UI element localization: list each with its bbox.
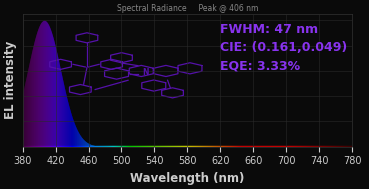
- Title: Spectral Radiance     Peak @ 406 nm: Spectral Radiance Peak @ 406 nm: [117, 4, 258, 13]
- Text: FWHM: 47 nm
CIE: (0.161,0.049)
EQE: 3.33%: FWHM: 47 nm CIE: (0.161,0.049) EQE: 3.33…: [220, 23, 348, 72]
- X-axis label: Wavelength (nm): Wavelength (nm): [130, 172, 245, 185]
- Y-axis label: EL intensity: EL intensity: [4, 41, 17, 119]
- Text: N: N: [142, 68, 148, 77]
